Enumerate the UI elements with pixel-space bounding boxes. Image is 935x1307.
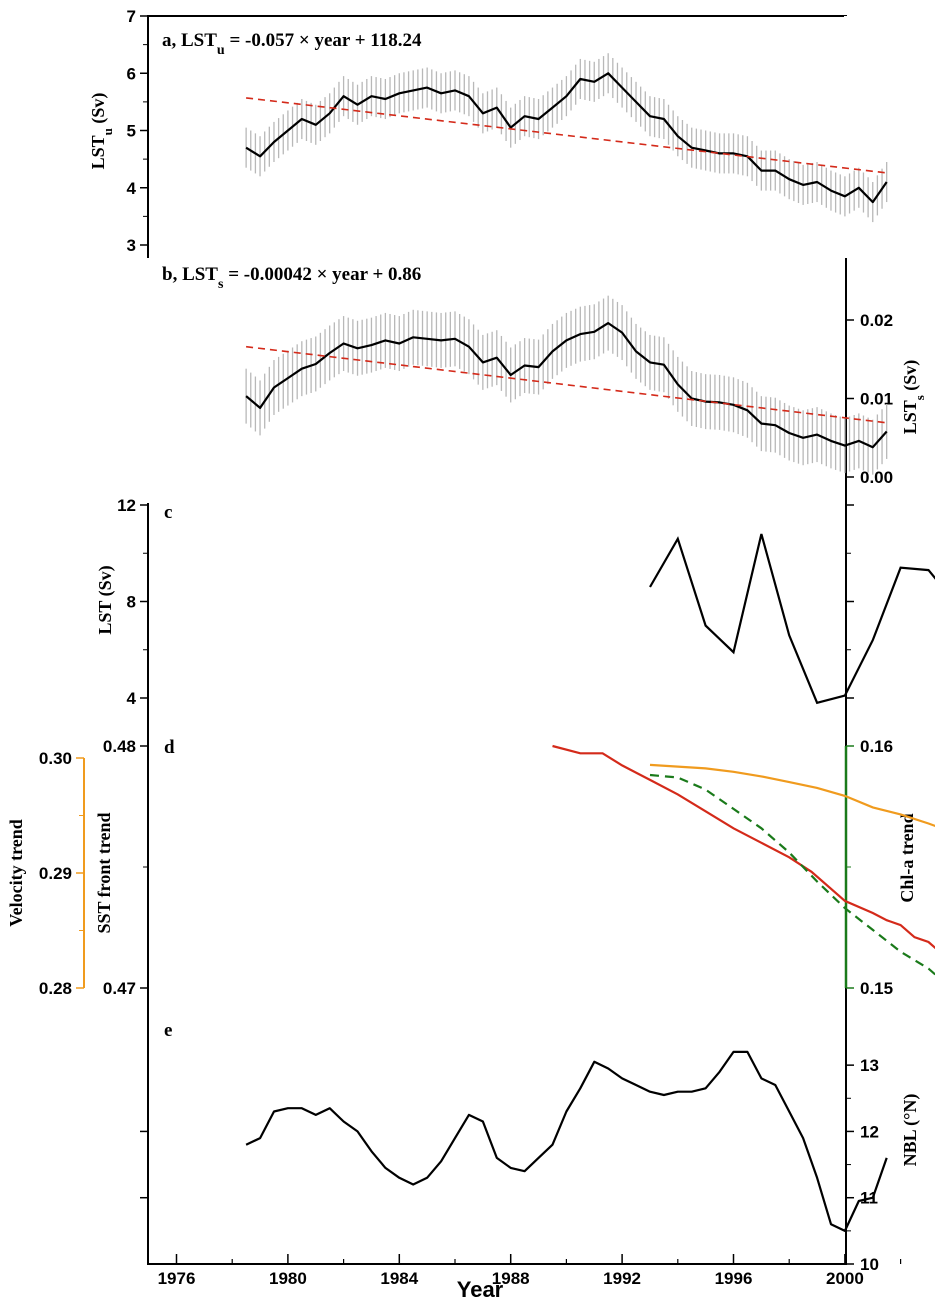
y-tick-label-velocity: 0.30	[39, 749, 72, 768]
y-tick-label-e: 13	[860, 1056, 879, 1075]
y-tick-label-velocity: 0.28	[39, 979, 72, 998]
panel-e-series-line	[245, 1050, 888, 1232]
x-tick-label: 1980	[269, 1269, 307, 1288]
panel-e-ylabel: NBL (°N)	[900, 1094, 921, 1167]
panel-d-velocity-line	[649, 763, 935, 828]
panel-c-ylabel: LST (Sv)	[95, 565, 116, 634]
y-tick-label-chl: 0.15	[860, 979, 893, 998]
chart-marks	[245, 53, 935, 1232]
sst-ylabel: SST front trend	[94, 812, 114, 933]
x-tick-label: 1996	[715, 1269, 753, 1288]
y-tick-label-e: 10	[860, 1255, 879, 1274]
panel-a-ylabel: LSTu (Sv)	[88, 93, 115, 170]
y-tick-label-b: 0.02	[860, 311, 893, 330]
panel-c-series-line	[649, 533, 935, 705]
y-tick-label-c: 8	[127, 593, 136, 612]
panel-b-ylabel: LSTs (Sv)	[900, 360, 927, 435]
y-tick-label-sst: 0.48	[103, 737, 136, 756]
panel-c-label: c	[164, 502, 172, 523]
y-tick-label-b: 0.00	[860, 468, 893, 487]
x-tick-label: 1992	[603, 1269, 641, 1288]
y-tick-label-e: 12	[860, 1122, 879, 1141]
x-axis-title: Year	[457, 1277, 504, 1302]
panel-e-label: e	[164, 1020, 172, 1041]
panel-d-chl-line	[649, 773, 935, 976]
y-tick-label-a: 4	[127, 179, 137, 198]
x-tick-label: 1988	[492, 1269, 530, 1288]
panel-b-label: b, LSTs = -0.00042 × year + 0.86	[162, 264, 421, 292]
y-tick-label-c: 4	[127, 689, 137, 708]
y-tick-label-a: 3	[127, 236, 136, 255]
panel-d-label: d	[164, 737, 175, 758]
y-tick-label-a: 6	[127, 64, 136, 83]
panel-a-label: a, LSTu = -0.057 × year + 118.24	[162, 30, 422, 58]
axis-ticks: 19761980198419881992199620002004345670.0…	[39, 7, 902, 1288]
y-tick-label-velocity: 0.29	[39, 864, 72, 883]
panel-d-sst-line	[552, 744, 935, 950]
chl-ylabel: Chl-a trend	[897, 813, 917, 902]
x-tick-label: 1984	[380, 1269, 418, 1288]
y-tick-label-a: 7	[127, 7, 136, 26]
x-tick-label: 1976	[158, 1269, 196, 1288]
y-tick-label-a: 5	[127, 122, 136, 141]
x-tick-label: 2000	[826, 1269, 864, 1288]
y-tick-label-chl: 0.16	[860, 737, 893, 756]
y-tick-label-b: 0.01	[860, 390, 893, 409]
plot-frame	[147, 15, 847, 1265]
panel-a-series-line	[245, 72, 888, 204]
panel-b-series-line	[245, 322, 888, 449]
y-tick-label-c: 12	[117, 496, 136, 515]
velocity-ylabel: Velocity trend	[6, 819, 26, 927]
y-tick-label-sst: 0.47	[103, 979, 136, 998]
gridless-frame	[146, 15, 848, 1265]
